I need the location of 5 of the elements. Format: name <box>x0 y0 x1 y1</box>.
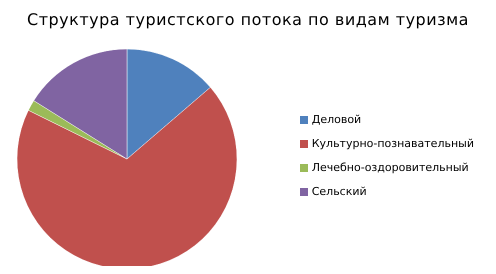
chart-title: Структура туристского потока по видам туризма <box>26 10 470 29</box>
legend-label: Сельский <box>312 185 367 198</box>
legend-label: Деловой <box>312 113 362 126</box>
legend-label: Культурно-познавательный <box>312 137 474 150</box>
legend-label: Лечебно-оздоровительный <box>312 161 469 174</box>
